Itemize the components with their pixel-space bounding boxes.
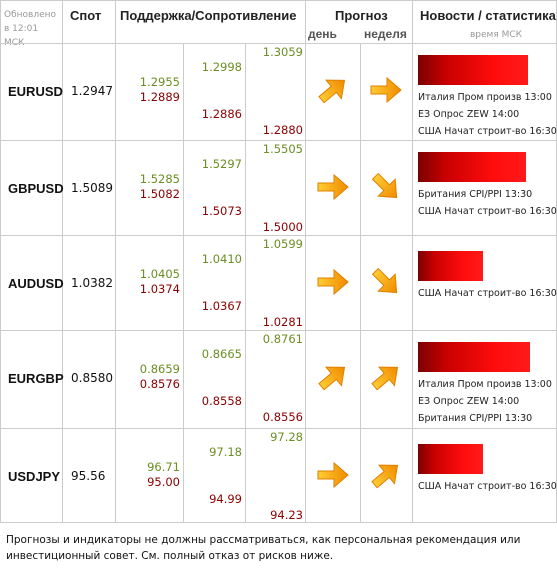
resistance-level: 1.5505 [262, 142, 303, 156]
resistance-level: 96.71 [147, 460, 180, 474]
resistance-level: 0.8659 [139, 362, 180, 376]
resistance-level: 1.0405 [139, 267, 180, 281]
week-arrow [368, 72, 404, 108]
column-line [412, 0, 413, 522]
arrow-icon [318, 79, 346, 104]
day-arrow [315, 72, 351, 108]
arrow-icon [371, 366, 399, 391]
arrow-icon [371, 172, 398, 199]
news-item: США Начат строит-во 16:30 [418, 126, 557, 137]
arrow-icon [318, 366, 346, 391]
resistance-level: 1.0599 [262, 237, 303, 251]
arrow-icon [371, 267, 398, 294]
resistance-level: 1.0410 [201, 252, 242, 266]
disclaimer: Прогнозы и индикаторы не должны рассматр… [6, 534, 521, 562]
support-level: 0.8576 [139, 377, 180, 391]
spot-price: 0.8580 [71, 371, 113, 385]
spot-header: Спот [70, 8, 102, 23]
day-header: день [308, 27, 337, 41]
news-header: Новости / статистика [420, 8, 556, 23]
week-arrow [368, 169, 404, 205]
support-level: 1.2889 [139, 90, 180, 104]
column-line [305, 0, 306, 522]
spot-price: 95.56 [71, 469, 106, 483]
column-line [115, 0, 116, 522]
support-level: 1.5000 [262, 220, 303, 234]
pair: GBPUSD [8, 181, 64, 196]
resistance-level: 1.5297 [201, 157, 242, 171]
column-line [245, 43, 246, 522]
column-line [183, 43, 184, 522]
support-level: 0.8556 [262, 410, 303, 424]
news-item: Британия CPI/PPI 13:30 [418, 189, 533, 200]
news-item: США Начат строит-во 16:30 [418, 481, 557, 492]
news-item: Италия Пром произв 13:00 [418, 379, 552, 390]
arrow-icon [371, 464, 399, 489]
support-level: 1.0281 [262, 315, 303, 329]
resistance-level: 97.18 [209, 445, 242, 459]
week-arrow [368, 264, 404, 300]
news-bar [418, 152, 526, 182]
day-arrow [315, 169, 351, 205]
resistance-level: 1.2955 [139, 75, 180, 89]
resistance-level: 1.5285 [139, 172, 180, 186]
spot-price: 1.5089 [71, 181, 113, 195]
resistance-level: 1.3059 [262, 45, 303, 59]
border [0, 0, 557, 1]
support-level: 1.5073 [201, 204, 242, 218]
week-arrow [368, 359, 404, 395]
row-line [0, 43, 557, 44]
support-level: 94.99 [209, 492, 242, 506]
support-level: 1.0367 [201, 299, 242, 313]
support-level: 1.2886 [201, 107, 242, 121]
week-arrow [368, 457, 404, 493]
news-item: ЕЗ Опрос ZEW 14:00 [418, 396, 520, 407]
arrow-icon [317, 268, 349, 296]
border [0, 0, 1, 522]
support-level: 1.2880 [262, 123, 303, 137]
column-line [360, 43, 361, 522]
row-line [0, 140, 557, 141]
arrow-icon [370, 76, 402, 104]
pair: EURGBP [8, 371, 64, 386]
support-level: 0.8558 [201, 394, 242, 408]
support-level: 94.23 [270, 508, 303, 522]
news-time-header: время МСК [470, 30, 523, 40]
support-level: 1.0374 [139, 282, 180, 296]
column-line [62, 0, 63, 522]
news-item: Италия Пром произв 13:00 [418, 92, 552, 103]
news-item: США Начат строит-во 16:30 [418, 288, 557, 299]
news-bar [418, 342, 530, 372]
week-header: неделя [364, 27, 407, 41]
support-level: 1.5082 [139, 187, 180, 201]
news-item: ЕЗ Опрос ZEW 14:00 [418, 109, 520, 120]
arrow-icon [317, 461, 349, 489]
row-line [0, 330, 557, 331]
resistance-level: 0.8665 [201, 347, 242, 361]
news-item: Британия CPI/PPI 13:30 [418, 413, 533, 424]
row-line [0, 522, 557, 523]
forecast-header: Прогноз [335, 8, 388, 23]
resistance-level: 1.2998 [201, 60, 242, 74]
pair: USDJPY [8, 469, 61, 484]
levels-header: Поддержка/Сопротивление [120, 8, 297, 23]
spot-price: 1.2947 [71, 84, 113, 98]
row-line [0, 235, 557, 236]
spot-price: 1.0382 [71, 276, 113, 290]
resistance-level: 97.28 [270, 430, 303, 444]
news-item: США Начат строит-во 16:30 [418, 206, 557, 217]
resistance-level: 0.8761 [262, 332, 303, 346]
news-bar [418, 251, 483, 281]
pair: AUDUSD [8, 276, 64, 291]
news-bar [418, 444, 483, 474]
day-arrow [315, 457, 351, 493]
pair: EURUSD [8, 84, 63, 99]
news-bar [418, 55, 528, 85]
row-line [0, 428, 557, 429]
day-arrow [315, 264, 351, 300]
day-arrow [315, 359, 351, 395]
arrow-icon [317, 173, 349, 201]
support-level: 95.00 [147, 475, 180, 489]
